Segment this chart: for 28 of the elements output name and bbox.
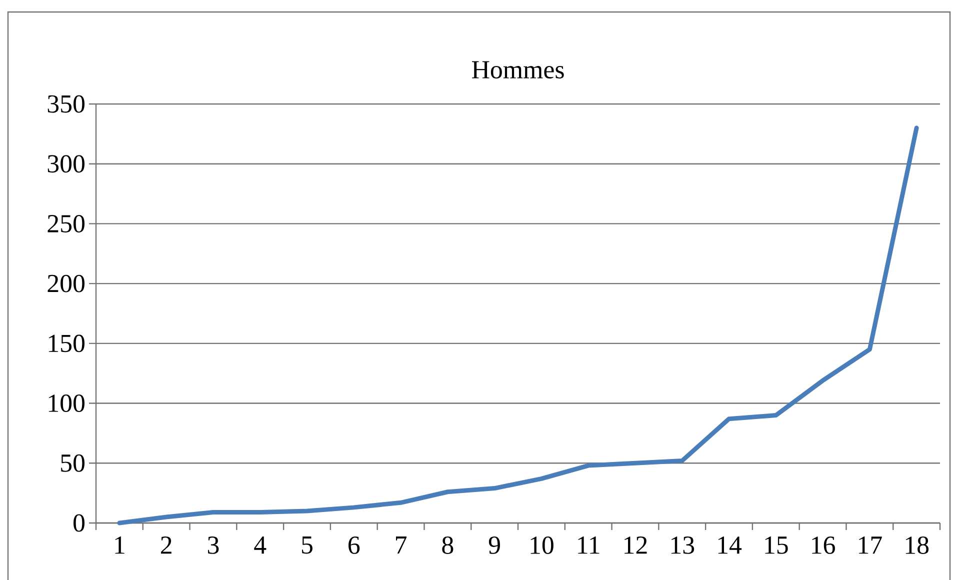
x-tick-label: 1 [115, 536, 124, 554]
x-tick-label: 10 [530, 536, 554, 554]
x-tick-label: 12 [624, 536, 647, 554]
y-tick-label: 350 [48, 95, 84, 113]
x-tick-label: 17 [859, 536, 882, 554]
y-tick-label: 200 [48, 274, 84, 292]
x-tick-label: 9 [488, 536, 500, 554]
x-tick-label: 14 [718, 536, 742, 554]
y-tick-label: 0 [74, 514, 84, 532]
y-tick-label: 100 [48, 394, 84, 412]
y-tick-label: 300 [48, 155, 84, 173]
x-tick-label: 7 [396, 536, 407, 554]
line-series [117, 126, 919, 526]
chart-title: Hommes [472, 61, 564, 78]
y-tick-label: 250 [48, 214, 84, 232]
x-tick-label: 11 [578, 536, 600, 554]
y-tick-label: 50 [61, 454, 84, 472]
x-tick-label: 3 [208, 536, 219, 554]
x-tick-label: 15 [765, 536, 788, 554]
x-tick-label: 18 [906, 536, 929, 554]
x-tick-label: 6 [348, 536, 360, 554]
y-tick-label: 150 [48, 334, 84, 352]
x-tick-label: 4 [254, 536, 266, 554]
x-tick-label: 2 [161, 536, 172, 554]
x-tick-label: 13 [671, 536, 694, 554]
x-tick-label: 5 [302, 536, 312, 554]
x-tick-label: 16 [812, 536, 835, 554]
x-tick-label: 8 [442, 536, 454, 554]
